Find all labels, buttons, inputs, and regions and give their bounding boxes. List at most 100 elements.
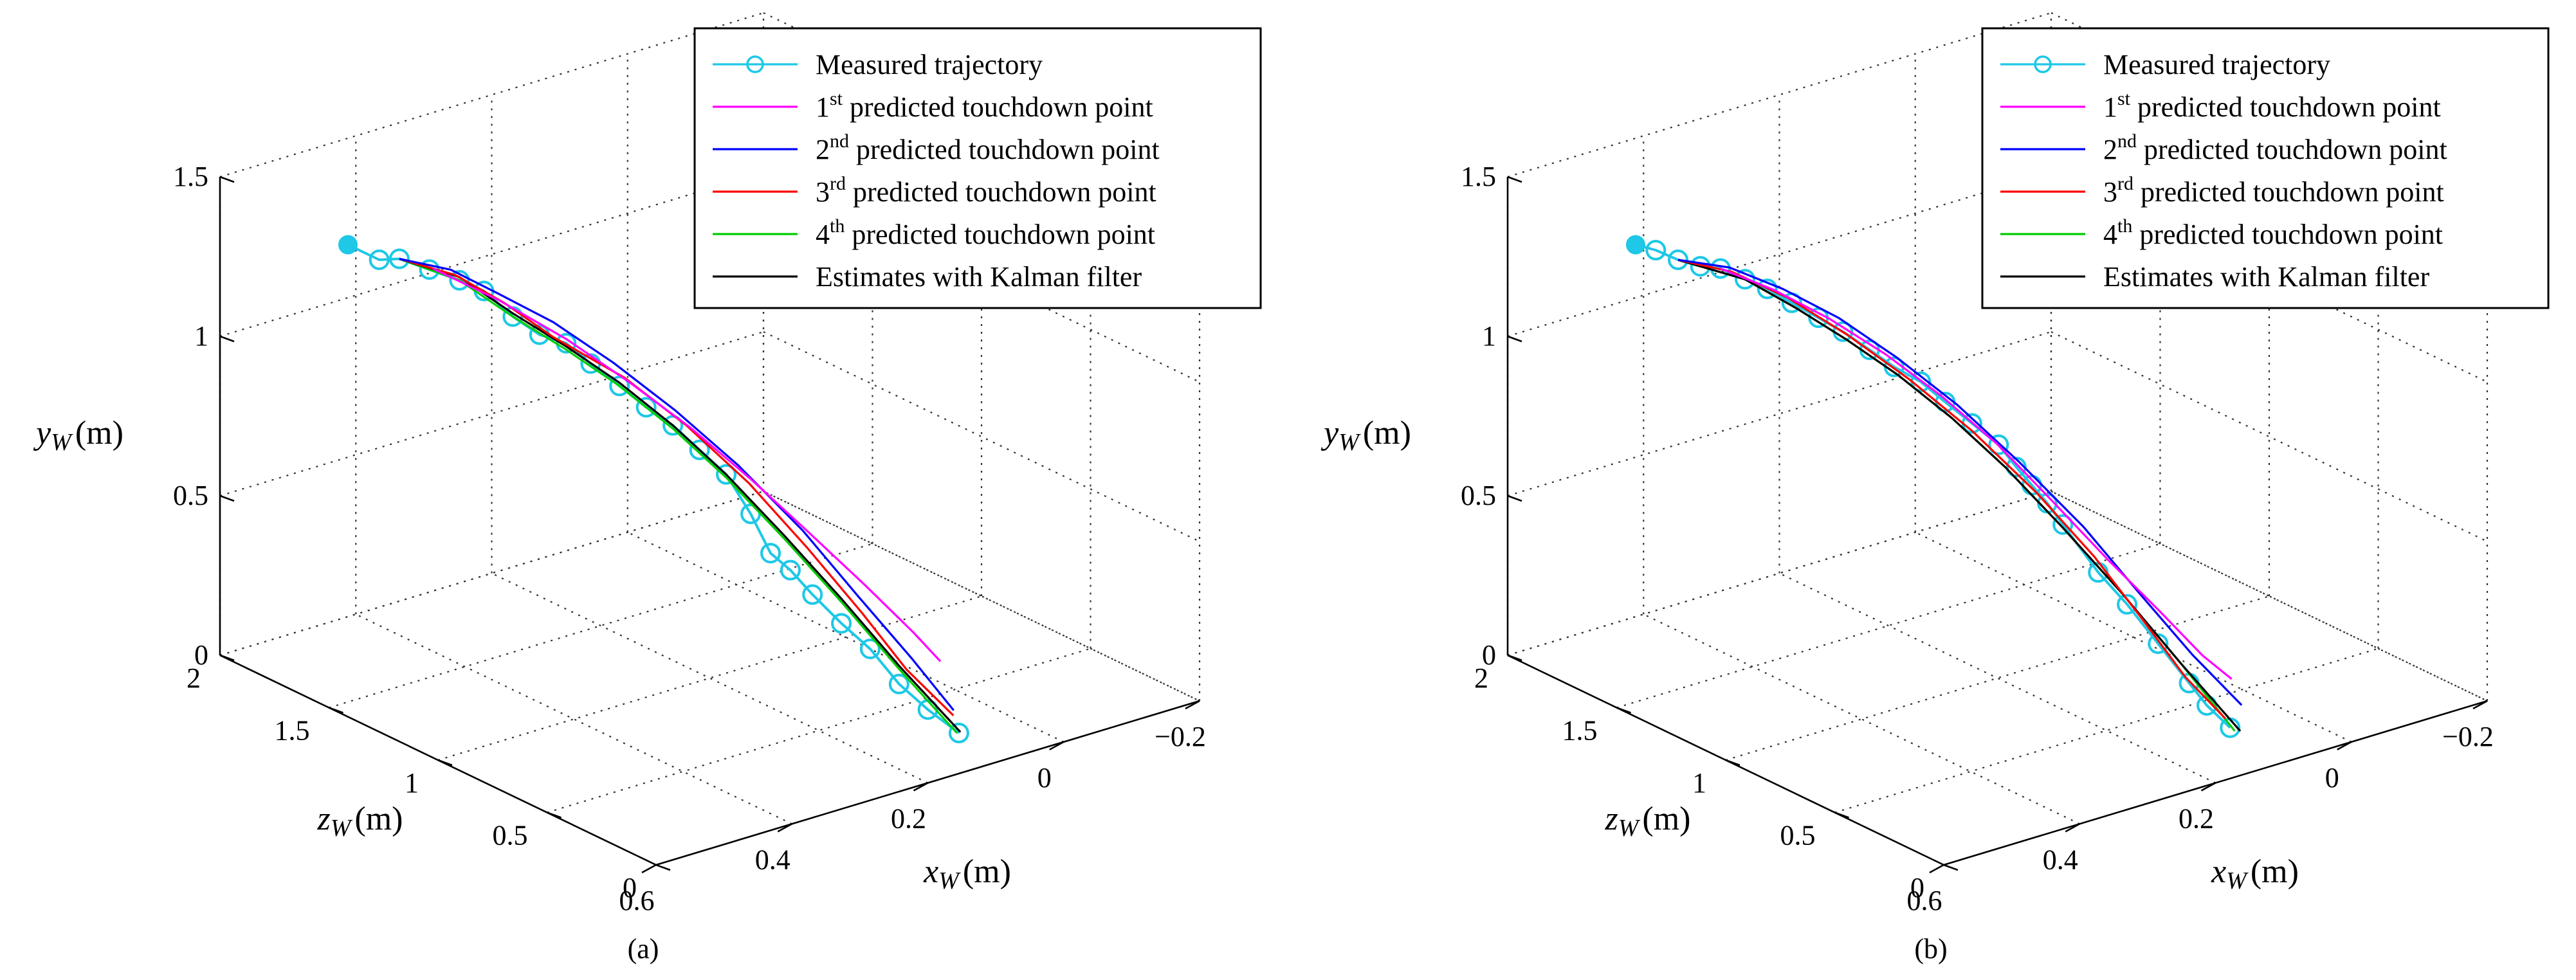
z-tick-label: 1 xyxy=(405,767,419,799)
x-tick-label: 0.2 xyxy=(891,803,926,835)
series-group xyxy=(1625,235,2243,738)
y-tick-label: 0 xyxy=(194,639,208,671)
x-tick-label: 0.6 xyxy=(1907,885,1942,916)
z-tick-label: 1.5 xyxy=(275,715,310,747)
series-line-3 xyxy=(399,257,955,716)
x-tick-label: 0.4 xyxy=(755,844,790,875)
legend-label: 1st predicted touchdown point xyxy=(2103,88,2441,123)
y-tick-label: 1.5 xyxy=(1461,161,1496,192)
data-point xyxy=(449,269,470,291)
grid-line xyxy=(763,172,1200,383)
y-tick xyxy=(1507,176,1522,183)
y-tick xyxy=(219,176,235,183)
y-axis-title: yW (m) xyxy=(33,415,123,456)
series-line-4 xyxy=(1677,259,2243,706)
y-tick-label: 1 xyxy=(1482,320,1496,352)
x-tick-label: 0.4 xyxy=(2043,844,2078,875)
data-point xyxy=(635,397,657,418)
x-tick xyxy=(777,823,792,833)
y-tick xyxy=(1507,335,1522,343)
legend: Measured trajectory 1st predicted touchdo… xyxy=(693,27,1262,309)
x-tick-label: 0 xyxy=(2325,762,2339,794)
legend-label: 2nd predicted touchdown point xyxy=(816,131,1160,165)
data-point xyxy=(2052,514,2074,535)
grid-line xyxy=(1834,648,2379,813)
grid-line xyxy=(1779,572,2216,784)
data-point xyxy=(2117,594,2138,615)
series-line-1 xyxy=(399,257,958,734)
x-tick xyxy=(1049,741,1064,750)
grid-line xyxy=(627,531,1064,743)
data-point xyxy=(802,584,823,605)
grid-line xyxy=(1915,531,2352,743)
grid-line xyxy=(219,171,764,338)
data-point xyxy=(760,543,781,564)
data-point xyxy=(831,613,852,634)
z-axis-title: zW (m) xyxy=(317,801,403,842)
chart-panel-b: 0.6 0.4 0.2 0 −0.2 0 0.5 1 1.5 2 0 0.5 1 1.5 xW (m) zW (m… xyxy=(1288,0,2575,980)
x-axis-title: xW (m) xyxy=(923,853,1011,894)
z-tick xyxy=(1943,864,1959,871)
legend-label: Measured trajectory xyxy=(2103,49,2330,80)
grid-line xyxy=(355,613,792,825)
data-point xyxy=(662,415,684,436)
series-line-1 xyxy=(1677,259,2236,732)
z-tick-label: 2 xyxy=(187,662,201,694)
data-point xyxy=(689,439,710,460)
z-tick-label: 1 xyxy=(1692,767,1706,799)
z-tick-label: 0.5 xyxy=(1780,820,1816,851)
data-point xyxy=(338,235,358,255)
grid-line xyxy=(491,572,928,784)
data-point xyxy=(1645,240,1667,261)
x-tick xyxy=(2065,823,2080,833)
grid-line xyxy=(547,648,1091,813)
z-tick-label: 1.5 xyxy=(1562,715,1598,747)
y-tick-label: 0 xyxy=(1482,639,1496,671)
z-tick-label: 2 xyxy=(1474,662,1488,694)
x-tick xyxy=(913,782,929,792)
legend-label: 4th predicted touchdown point xyxy=(2103,215,2443,250)
legend-label: 3rd predicted touchdown point xyxy=(2103,173,2444,208)
z-tick-label: 0 xyxy=(623,872,637,903)
grid-line xyxy=(763,491,1200,702)
x-tick xyxy=(1929,864,1944,874)
y-tick xyxy=(1507,495,1522,502)
chart-panel-a: 0.6 0.4 0.2 0 −0.2 0 0.5 1 1.5 2 0 0.5 1 1.5 xW (m) zW (m… xyxy=(33,12,1262,965)
y-tick-label: 0.5 xyxy=(173,480,208,511)
legend-box xyxy=(1981,27,2550,309)
x-axis-title: xW (m) xyxy=(2211,853,2299,894)
grid-line xyxy=(219,12,764,178)
legend-label: 2nd predicted touchdown point xyxy=(2103,131,2447,165)
y-tick xyxy=(219,335,235,343)
data-point xyxy=(1988,434,2009,455)
data-point xyxy=(2148,633,2169,655)
data-point xyxy=(369,249,390,270)
z-tick xyxy=(547,812,562,819)
data-point xyxy=(948,722,969,743)
grid-line xyxy=(1507,12,2052,178)
legend-label: 3rd predicted touchdown point xyxy=(816,173,1156,208)
legend-label: 4th predicted touchdown point xyxy=(816,215,1155,250)
data-point xyxy=(888,673,909,694)
legend: Measured trajectory 1st predicted touchdo… xyxy=(1981,27,2550,309)
data-point xyxy=(1625,235,1645,255)
data-point xyxy=(780,559,801,581)
z-tick-label: 0 xyxy=(1910,872,1924,903)
z-tick xyxy=(437,759,453,767)
series-line-5 xyxy=(432,268,942,662)
grid-line xyxy=(2051,491,2488,702)
legend-label: Estimates with Kalman filter xyxy=(816,261,1142,293)
grid-line xyxy=(1643,613,2080,825)
z-tick xyxy=(655,864,671,871)
figure-caption: (b) xyxy=(1914,933,1947,965)
x-tick-label: −0.2 xyxy=(2442,721,2494,752)
grid-line xyxy=(2051,491,2488,702)
x-tick xyxy=(2337,741,2352,750)
x-tick xyxy=(2200,782,2216,792)
x-tick xyxy=(2472,700,2488,710)
grid-line xyxy=(2051,331,2488,542)
x-tick-label: 0.6 xyxy=(619,885,655,916)
x-tick xyxy=(1185,700,1200,710)
